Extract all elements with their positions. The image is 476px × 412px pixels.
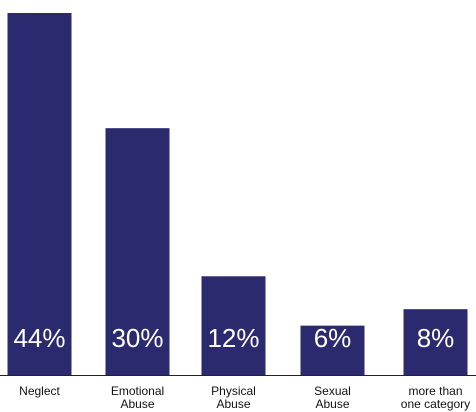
value-labels-group: 44% 30% 12% 6% 8% (13, 323, 454, 353)
category-label-3-line-1: Abuse (315, 397, 349, 411)
bar-1 (105, 128, 170, 375)
bar-2 (201, 276, 266, 375)
bar-value-label-2: 12% (207, 323, 259, 353)
bar-value-label-0: 44% (13, 323, 65, 353)
category-label-4-line-0: more than (408, 384, 462, 398)
category-label-2-line-1: Abuse (216, 397, 250, 411)
category-label-1-line-0: Emotional (111, 384, 164, 398)
bar-4 (403, 309, 468, 375)
bars-group (7, 13, 468, 375)
category-label-0-line-0: Neglect (19, 384, 60, 398)
bar-value-label-1: 30% (111, 323, 163, 353)
category-labels-group: Neglect EmotionalAbusePhysicalAbuseSexual… (19, 384, 470, 411)
category-label-3-line-0: Sexual (314, 384, 351, 398)
bar-value-label-4: 8% (417, 323, 455, 353)
category-label-2-line-0: Physical (211, 384, 256, 398)
bar-3 (300, 325, 365, 375)
bar-value-label-3: 6% (314, 323, 352, 353)
category-label-4-line-1: one category (401, 397, 470, 411)
category-label-1-line-1: Abuse (120, 397, 154, 411)
bar-0 (7, 13, 72, 375)
